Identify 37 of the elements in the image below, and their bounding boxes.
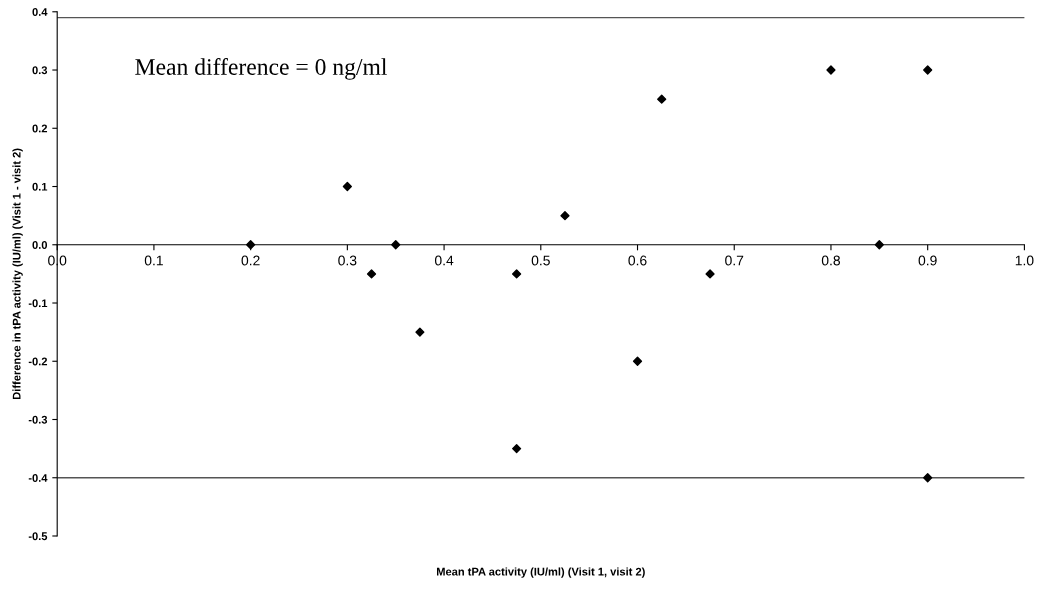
y-tick-label: -0.3: [28, 415, 48, 424]
x-tick-label: 0.5: [531, 255, 550, 266]
y-tick-label: -0.5: [28, 532, 48, 541]
y-tick-label: 0.1: [32, 182, 48, 191]
x-axis-title: Mean tPA activity (IU/ml) (Visit 1, visit 2): [436, 567, 645, 578]
y-tick-label: 0.4: [32, 8, 48, 16]
point: [632, 356, 643, 366]
point: [923, 473, 933, 483]
point: [415, 327, 425, 337]
y-tick-label: -0.1: [28, 299, 48, 308]
point: [511, 269, 522, 279]
point: [391, 240, 401, 250]
x-tick-label: 0.9: [918, 255, 937, 266]
point: [560, 211, 570, 221]
point: [511, 443, 522, 454]
y-tick-label: 0.2: [32, 124, 48, 133]
annotation: Mean difference = 0 ng/ml: [135, 58, 387, 80]
x-tick-label: 0.1: [144, 255, 163, 266]
y-tick-label: 0.3: [32, 66, 48, 75]
point: [705, 269, 715, 279]
x-tick-label: 0.4: [434, 255, 454, 266]
point: [366, 269, 377, 279]
y-tick-label: -0.4: [28, 474, 48, 482]
x-tick-label: 0.2: [241, 255, 260, 266]
x-tick-label: 0.7: [725, 255, 744, 266]
x-tick-label: 0.8: [821, 255, 841, 266]
y-tick-label: -0.2: [28, 357, 48, 366]
point: [657, 94, 667, 104]
point: [246, 240, 256, 250]
x-tick-label: 0.6: [628, 255, 647, 266]
x-tick-label: 0.3: [338, 255, 357, 266]
y-tick-label: 0.0: [32, 241, 48, 249]
x-tick-label: 1.0: [1015, 255, 1034, 266]
point: [342, 181, 352, 192]
y-axis-title: Difference in tPA activity (IU/ml) (Visit 1 - visit 2): [12, 148, 23, 399]
point: [923, 65, 933, 75]
point: [874, 240, 884, 250]
